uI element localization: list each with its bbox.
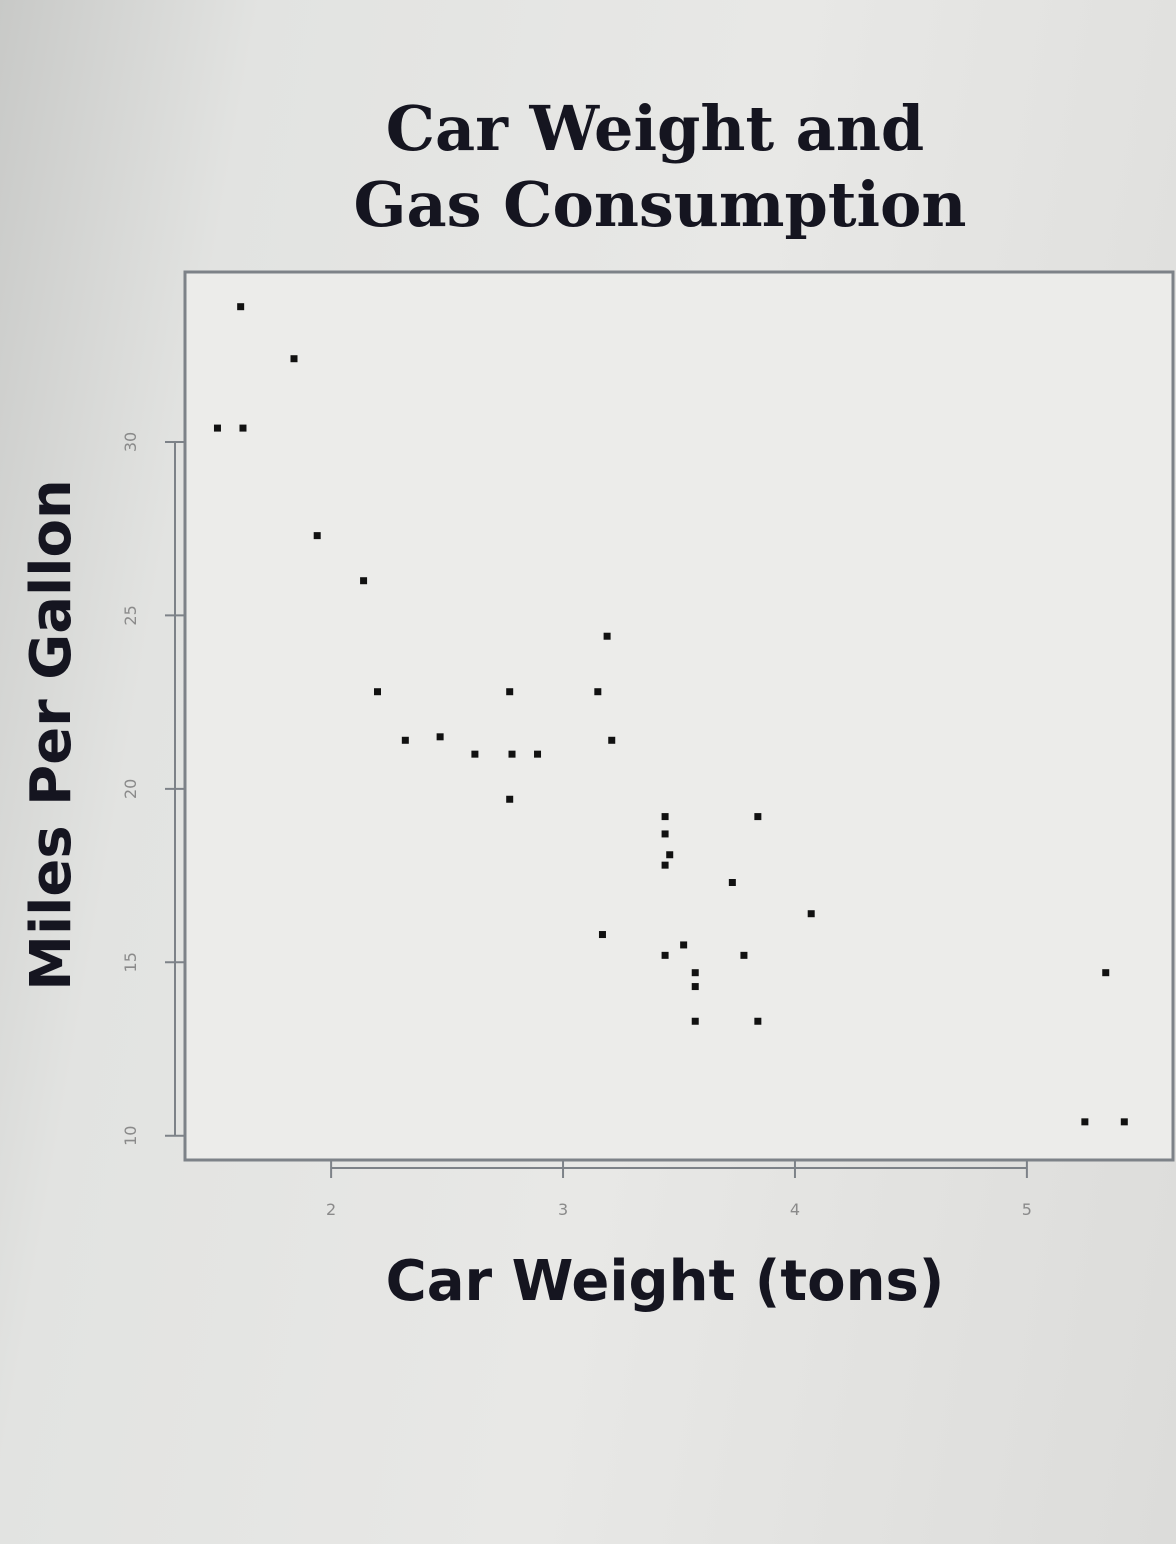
y-axis-title: Miles Per Gallon xyxy=(19,479,84,991)
x-axis-title: Car Weight (tons) xyxy=(386,1249,945,1314)
chart-title-line-1: Car Weight and xyxy=(386,92,925,165)
plot-area xyxy=(185,272,1173,1160)
data-point xyxy=(807,910,815,918)
data-point xyxy=(313,532,321,540)
data-point xyxy=(471,750,479,758)
data-point xyxy=(661,951,669,959)
data-point xyxy=(360,577,368,585)
data-point xyxy=(728,879,736,886)
x-tick-label: 4 xyxy=(790,1200,800,1219)
data-point xyxy=(373,688,381,696)
data-point xyxy=(598,931,606,939)
data-point xyxy=(666,851,674,859)
data-point xyxy=(1081,1118,1089,1126)
data-point xyxy=(754,1017,762,1025)
data-point xyxy=(740,951,748,959)
y-tick-label: 20 xyxy=(121,779,140,799)
data-point xyxy=(1120,1118,1128,1126)
data-point xyxy=(691,983,699,991)
data-point xyxy=(691,969,699,977)
data-point xyxy=(661,830,669,838)
x-tick-label: 2 xyxy=(326,1200,336,1219)
data-point xyxy=(534,750,542,758)
x-axis: 2 3 4 5 xyxy=(326,1160,1032,1219)
data-point xyxy=(213,424,221,432)
data-point xyxy=(506,688,514,696)
data-point xyxy=(608,736,616,744)
data-point xyxy=(594,688,602,696)
data-point xyxy=(237,303,245,311)
data-point xyxy=(603,632,611,640)
data-point xyxy=(754,813,762,821)
data-point xyxy=(239,424,247,432)
y-axis: 10 15 20 25 30 xyxy=(121,432,185,1146)
data-point xyxy=(1102,969,1110,977)
y-tick-label: 15 xyxy=(121,952,140,972)
y-tick-label: 10 xyxy=(121,1126,140,1146)
data-point xyxy=(680,941,688,949)
data-point xyxy=(661,861,669,869)
y-tick-label: 25 xyxy=(121,605,140,625)
data-point xyxy=(661,813,669,821)
y-tick-label: 30 xyxy=(121,432,140,452)
data-point xyxy=(436,733,444,741)
data-point xyxy=(691,1017,699,1025)
data-point xyxy=(506,795,514,803)
plot-frame xyxy=(183,270,1175,1162)
x-tick-label: 3 xyxy=(558,1200,568,1219)
chart-title-line-2: Gas Consumption xyxy=(354,168,967,241)
data-point xyxy=(508,750,516,758)
data-points xyxy=(213,303,1128,1126)
data-point xyxy=(401,736,409,744)
x-tick-label: 5 xyxy=(1022,1200,1032,1219)
data-point xyxy=(290,355,298,363)
